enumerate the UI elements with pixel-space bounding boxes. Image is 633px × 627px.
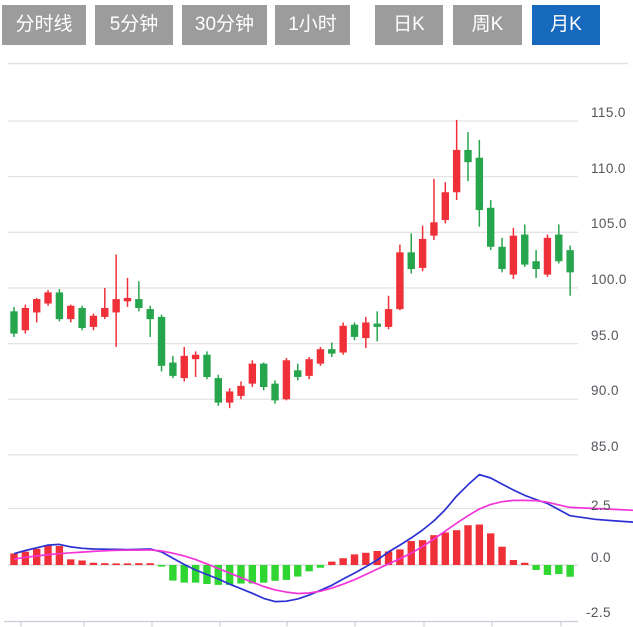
price-axis-label: 85.0 bbox=[591, 439, 619, 454]
tab-5min[interactable]: 5分钟 bbox=[95, 5, 173, 45]
price-axis-label: 115.0 bbox=[591, 105, 626, 120]
macd-axis-label: 0.0 bbox=[591, 550, 611, 565]
tab-weekly-k[interactable]: 周K bbox=[453, 5, 522, 45]
price-axis-label: 110.0 bbox=[591, 161, 626, 176]
price-axis-label: 90.0 bbox=[591, 383, 619, 398]
price-axis-label: 95.0 bbox=[591, 328, 619, 343]
macd-axis-label: -2.5 bbox=[586, 605, 611, 620]
tab-1hour[interactable]: 1小时 bbox=[275, 5, 350, 45]
tab-timeline[interactable]: 分时线 bbox=[2, 5, 86, 45]
price-axis-label: 100.0 bbox=[591, 272, 627, 287]
price-axis-label: 105.0 bbox=[591, 216, 627, 231]
tab-daily-k[interactable]: 日K bbox=[375, 5, 443, 45]
macd-axis-label: 2.5 bbox=[591, 498, 611, 513]
tab-30min[interactable]: 30分钟 bbox=[182, 5, 267, 45]
tab-monthly-k[interactable]: 月K bbox=[532, 5, 600, 45]
